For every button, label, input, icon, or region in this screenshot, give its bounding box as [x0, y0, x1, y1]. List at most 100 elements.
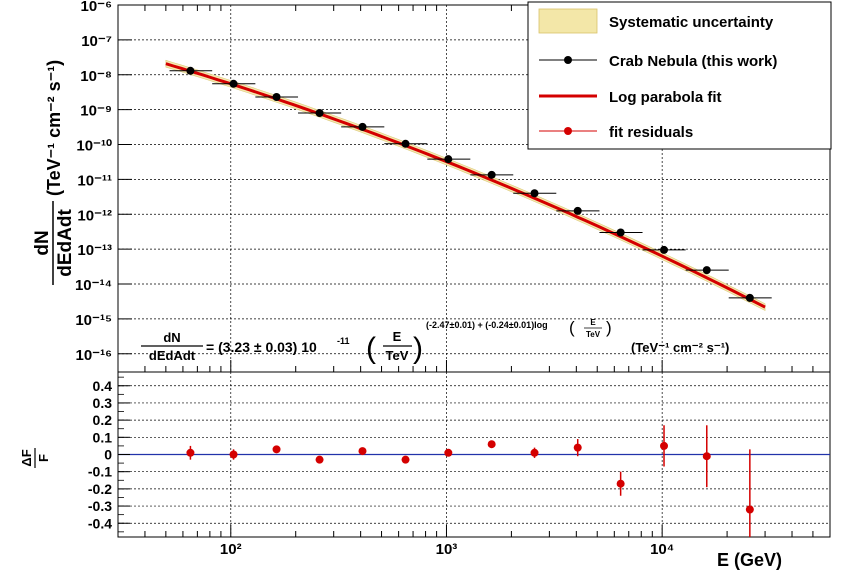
residual-marker [660, 441, 669, 450]
residual-marker [530, 448, 539, 457]
residual-point [186, 445, 195, 460]
residual-point [444, 448, 453, 457]
fit-formula: dN dEdAdt = (3.23 ± 0.03) 10 -11 ( E TeV… [141, 318, 729, 365]
y-tick-label: 10⁻⁷ [81, 33, 112, 50]
residual-y-tick-label: 0.3 [93, 395, 113, 411]
ylabel-numerator: dN [32, 230, 53, 255]
spectrum-point [298, 109, 342, 118]
y-tick-label: 10⁻⁸ [80, 68, 112, 85]
formula-normalisation: = (3.23 ± 0.03) 10 [206, 339, 317, 355]
residual-y-tick-label: -0.1 [88, 464, 112, 480]
ylabel-denominator: dEdAdt [55, 209, 76, 277]
x-tick-label: 10⁴ [650, 541, 674, 558]
spectrum-marker [358, 122, 367, 131]
spectrum-point [728, 293, 772, 302]
systematic-band-layer [165, 59, 766, 311]
formula-right-paren: ) [413, 332, 423, 365]
spectrum-marker [487, 170, 496, 179]
spectrum-point [556, 206, 600, 215]
spectrum-marker [401, 139, 410, 148]
spectrum-marker [272, 93, 281, 102]
y-tick-label: 10⁻¹⁵ [75, 312, 112, 329]
spectrum-point [685, 266, 729, 275]
residual-point [229, 449, 238, 460]
residual-point [401, 455, 410, 464]
residual-y-tick-label: 0.2 [93, 412, 113, 428]
residual-y-tick-label: 0.1 [93, 429, 113, 445]
residual-marker [444, 448, 453, 457]
y-tick-label: 10⁻¹⁰ [76, 138, 112, 155]
formula-power-e-numerator: E [590, 318, 596, 327]
formula-left-paren: ( [366, 332, 376, 365]
spectrum-point [212, 79, 256, 88]
residual-marker [358, 447, 367, 456]
spectrum-marker [315, 109, 324, 118]
residuals-axes-layer: 10² 10³ 10⁴ 0.40.30.20.1 0-0.1-0.2-0.3-0.4 [88, 376, 831, 558]
residual-point [660, 425, 669, 467]
legend-label-fit: Log parabola fit [609, 89, 722, 106]
y-tick-label: 10⁻¹¹ [77, 172, 112, 189]
residual-point [745, 449, 754, 537]
spectrum-marker [573, 206, 582, 215]
formula-fraction-numerator: dN [163, 330, 180, 345]
spectrum-point [642, 245, 686, 254]
ylabel-units: (TeV⁻¹ cm⁻² s⁻¹) [44, 60, 64, 196]
y-tick-label: 10⁻¹⁴ [75, 277, 112, 294]
legend: Systematic uncertainty Crab Nebula (this… [527, 1, 832, 150]
spectrum-ylabel: dN dEdAdt (TeV⁻¹ cm⁻² s⁻¹) [32, 60, 76, 285]
spectrum-marker [229, 79, 238, 88]
systematic-uncertainty-band [165, 59, 766, 311]
legend-residual-marker [564, 127, 572, 135]
spectrum-point [513, 189, 557, 198]
residuals-ylabel: ΔF F [19, 448, 51, 468]
residual-marker [315, 455, 324, 464]
spectrum-points-layer [169, 66, 772, 302]
spectrum-axes-layer: 10⁻¹⁶ 10⁻¹⁵ 10⁻¹⁴ 10⁻¹³ 10⁻¹² 10⁻¹¹ 10⁻¹⁰ 10⁻⁹ 1… [75, 0, 831, 372]
formula-power-left-paren: ( [569, 318, 575, 337]
formula-units: (TeV⁻¹ cm⁻² s⁻¹) [631, 340, 729, 355]
spectrum-marker [702, 266, 711, 275]
legend-label-residuals: fit residuals [609, 124, 693, 141]
formula-norm-exponent: -11 [337, 336, 350, 346]
residual-y-tick-label: 0.4 [93, 378, 113, 394]
residual-point [272, 445, 281, 454]
y-tick-label: 10⁻⁹ [80, 103, 112, 120]
legend-points-marker [564, 56, 572, 64]
residual-marker [702, 452, 711, 461]
residual-marker [487, 440, 496, 449]
residual-marker [573, 443, 582, 452]
spectrum-point [599, 228, 643, 237]
spectrum-marker [530, 189, 539, 198]
y-tick-label: 10⁻¹³ [77, 242, 112, 259]
spectrum-point [384, 139, 428, 148]
residual-marker [616, 479, 625, 488]
x-tick-label: 10³ [436, 541, 458, 558]
residuals-ylabel-numerator: ΔF [19, 449, 34, 466]
formula-e-numerator: E [393, 329, 402, 344]
formula-power-right-paren: ) [606, 318, 612, 337]
residual-y-tick-label: -0.4 [88, 515, 112, 531]
residuals-points-layer [186, 425, 754, 537]
spectrum-marker [186, 66, 195, 75]
residual-point [315, 455, 324, 464]
spectrum-point [427, 155, 471, 164]
residual-point [487, 440, 496, 449]
spectrum-marker [616, 228, 625, 237]
spectrum-marker [660, 245, 669, 254]
residual-y-tick-label: -0.3 [88, 498, 112, 514]
formula-fraction-denominator: dEdAdt [149, 348, 196, 363]
residual-marker [272, 445, 281, 454]
residual-marker [186, 448, 195, 457]
spectrum-point [169, 66, 213, 75]
spectrum-point [470, 170, 514, 179]
spectrum-point [341, 122, 385, 131]
xlabel: E (GeV) [717, 550, 782, 570]
residual-y-tick-label: -0.2 [88, 481, 112, 497]
residual-point [616, 471, 625, 496]
y-tick-label: 10⁻¹² [77, 207, 112, 224]
fit-curve-layer [165, 62, 766, 309]
residual-marker [745, 505, 754, 514]
residual-point [702, 425, 711, 488]
y-tick-label: 10⁻⁶ [80, 0, 112, 15]
